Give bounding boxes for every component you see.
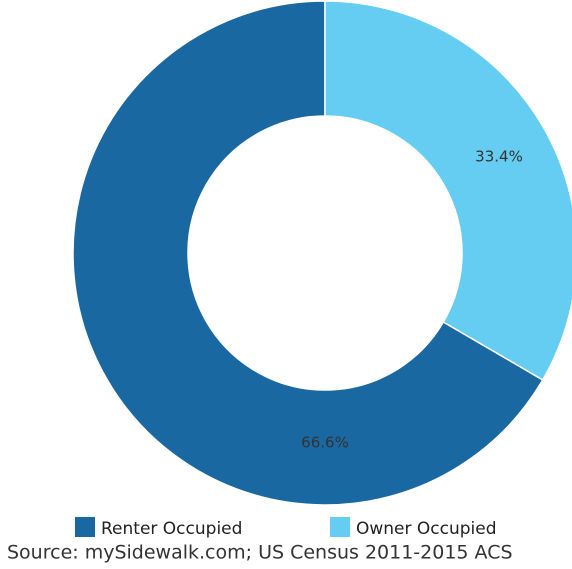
value-label: 33.4% [475, 148, 523, 166]
legend-label: Owner Occupied [356, 519, 497, 539]
donut-slice [72, 0, 544, 506]
donut-slice [324, 0, 572, 381]
source-note: Source: mySidewalk.com; US Census 2011-2… [7, 542, 513, 564]
legend-swatch [330, 517, 350, 537]
legend-swatch [75, 517, 95, 537]
legend-label: Renter Occupied [101, 519, 242, 539]
value-label: 66.6% [301, 434, 349, 452]
